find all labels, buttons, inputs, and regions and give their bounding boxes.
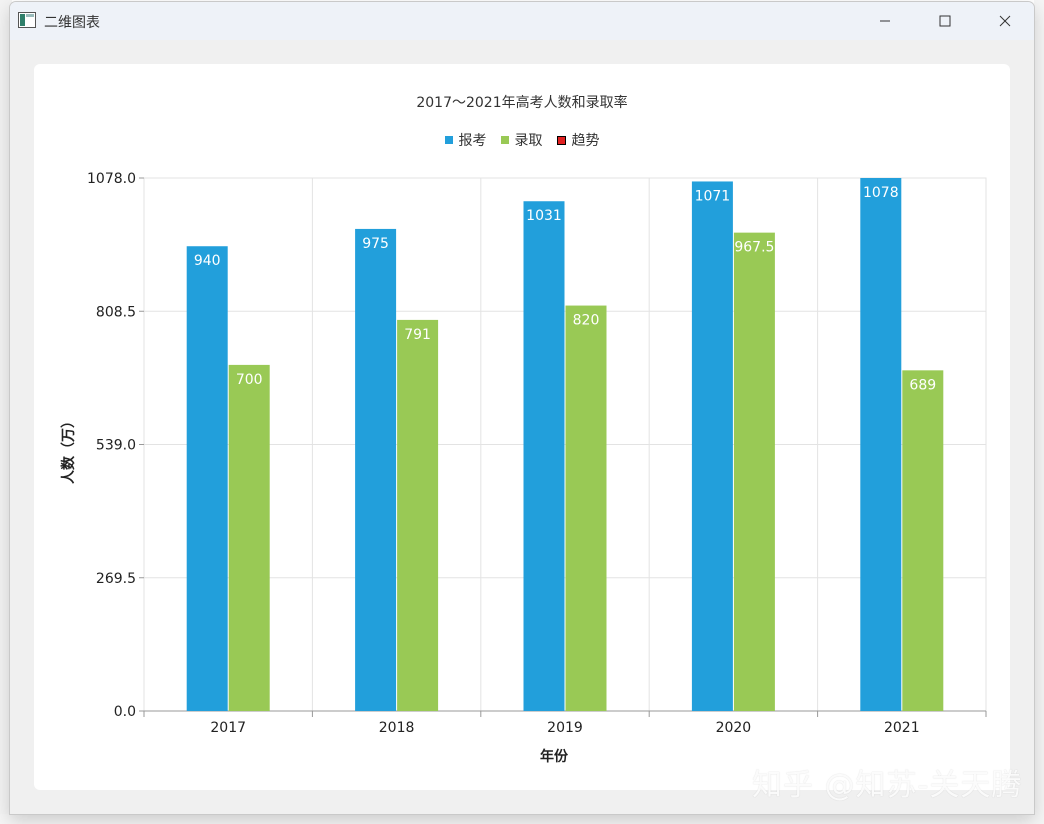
chart-legend: 报考 录取 趋势 <box>34 130 1010 150</box>
bar-value-label: 967.5 <box>734 240 774 256</box>
bar-baokao <box>691 181 733 711</box>
close-button[interactable] <box>982 2 1028 40</box>
bar-baokao <box>523 201 565 711</box>
legend-label-luqu: 录取 <box>514 133 543 149</box>
minimize-icon <box>880 20 890 22</box>
bar-value-label: 791 <box>404 327 431 343</box>
bar-chart-plot: 0.0 269.5 539.0 808.5 1078.0 940 700 2017 975 791… <box>87 171 987 736</box>
chart-panel: 2017～2021年高考人数和录取率 报考 录取 趋势 0.0 269.5 539.… <box>34 64 1010 790</box>
x-tick-label: 2021 <box>884 720 920 736</box>
background-editor-bottom <box>0 814 1044 824</box>
bar-baokao <box>355 228 397 712</box>
y-tick-label: 1078.0 <box>87 171 136 187</box>
y-tick-label: 808.5 <box>96 304 136 320</box>
x-tick-label: 2020 <box>716 720 752 736</box>
legend-swatch-luqu <box>500 136 509 144</box>
y-tick-label: 0.0 <box>114 704 136 720</box>
background-editor-left <box>0 0 12 824</box>
bar-value-label: 1078 <box>863 185 899 201</box>
legend-item-qushi[interactable]: 趋势 <box>556 130 600 150</box>
bar-luqu <box>228 364 270 711</box>
y-tick-label: 269.5 <box>96 571 136 587</box>
bar-baokao <box>860 178 902 711</box>
chart-window: 二维图表 2017～2021年高考人数和录取率 报考 录取 趋势 <box>10 2 1034 814</box>
bar-value-label: 689 <box>909 377 936 393</box>
window-title: 二维图表 <box>44 15 100 31</box>
bar-value-label: 820 <box>573 313 600 329</box>
bar-baokao <box>186 246 228 711</box>
bar-value-label: 1071 <box>695 188 731 204</box>
legend-label-baokao: 报考 <box>458 133 487 149</box>
bar-value-label: 940 <box>194 253 221 269</box>
legend-swatch-baokao <box>444 136 453 144</box>
chart-title: 2017～2021年高考人数和录取率 <box>416 95 628 111</box>
x-tick-label: 2019 <box>547 720 583 736</box>
legend-item-luqu[interactable]: 录取 <box>500 130 543 150</box>
x-tick-label: 2017 <box>210 720 246 736</box>
watermark-text: 知乎 @知苏-关天腾 <box>752 768 1023 803</box>
x-axis-label: 年份 <box>540 749 568 765</box>
legend-swatch-qushi <box>556 135 566 145</box>
bar-luqu <box>733 232 775 711</box>
bar-luqu <box>397 319 439 711</box>
legend-label-qushi: 趋势 <box>571 133 600 149</box>
bar-luqu <box>565 305 607 711</box>
bar-value-label: 975 <box>362 236 389 252</box>
y-axis-label: 人数（万） <box>61 414 77 484</box>
bar-value-label: 1031 <box>526 208 562 224</box>
bar-value-label: 700 <box>236 372 263 388</box>
minimize-button[interactable] <box>862 2 908 40</box>
maximize-button[interactable] <box>922 2 968 40</box>
close-icon <box>999 15 1011 27</box>
x-tick-label: 2018 <box>379 720 415 736</box>
legend-item-baokao[interactable]: 报考 <box>444 130 487 150</box>
maximize-icon <box>939 15 951 27</box>
title-bar[interactable]: 二维图表 <box>10 2 1034 40</box>
bar-luqu <box>902 370 944 711</box>
y-tick-label: 539.0 <box>96 438 136 454</box>
app-window-icon <box>18 12 36 28</box>
background-editor-right <box>1034 0 1044 824</box>
